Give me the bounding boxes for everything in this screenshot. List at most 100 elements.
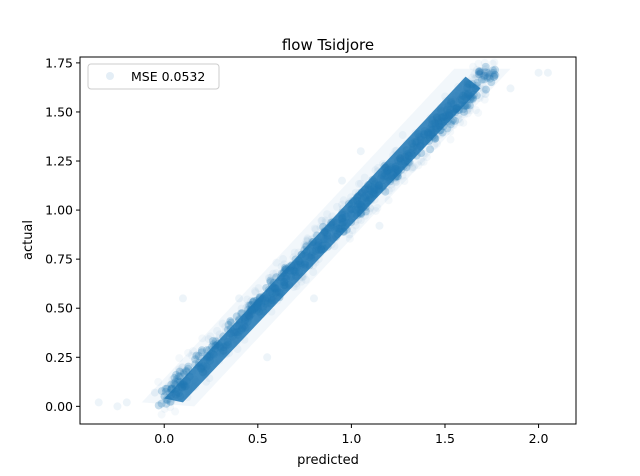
scatter-point	[168, 384, 177, 393]
scatter-point	[465, 99, 474, 108]
scatter-point	[344, 200, 353, 209]
scatter-point	[458, 101, 467, 110]
scatter-point	[205, 374, 214, 383]
scatter-point	[480, 95, 489, 104]
scatter-point	[175, 377, 184, 386]
scatter-point	[237, 326, 246, 335]
scatter-point	[488, 66, 497, 75]
scatter-point	[445, 109, 454, 118]
scatter-point	[459, 105, 468, 114]
scatter-point	[463, 80, 472, 89]
scatter-point	[366, 196, 375, 205]
scatter-point	[238, 324, 247, 333]
scatter-point	[291, 274, 300, 283]
scatter-point	[265, 288, 274, 297]
scatter-point	[216, 343, 225, 352]
scatter-point	[362, 198, 371, 207]
scatter-point	[232, 337, 241, 346]
scatter-point	[226, 317, 235, 326]
scatter-point	[351, 221, 360, 230]
scatter-point	[247, 305, 256, 314]
scatter-point	[233, 330, 242, 339]
scatter-point	[400, 152, 409, 161]
scatter-point	[237, 309, 246, 318]
scatter-point	[259, 307, 268, 316]
scatter-point	[338, 221, 347, 230]
scatter-point	[324, 224, 333, 233]
scatter-point	[314, 238, 323, 247]
scatter-point	[463, 101, 472, 110]
scatter-point	[476, 67, 485, 76]
scatter-point	[161, 387, 170, 396]
scatter-point	[347, 199, 356, 208]
scatter-point	[235, 294, 244, 303]
scatter-point	[430, 133, 439, 142]
scatter-point	[456, 118, 465, 127]
scatter-point	[209, 340, 218, 349]
scatter-point	[485, 70, 494, 79]
y-tick-label: 0.25	[45, 350, 73, 365]
scatter-point	[459, 118, 468, 127]
scatter-point	[473, 78, 482, 87]
scatter-point	[272, 258, 281, 267]
scatter-point	[356, 147, 365, 156]
scatter-point	[463, 95, 472, 104]
scatter-point	[236, 333, 245, 342]
scatter-point	[178, 380, 187, 389]
scatter-point	[384, 186, 393, 195]
scatter-point	[356, 208, 365, 217]
scatter-point	[432, 113, 441, 122]
scatter-point	[216, 347, 225, 356]
scatter-point	[459, 107, 468, 116]
scatter-point	[487, 68, 496, 77]
scatter-point	[429, 119, 438, 128]
scatter-point	[191, 360, 200, 369]
scatter-point	[240, 335, 249, 344]
scatter-point	[213, 339, 222, 348]
scatter-point	[289, 282, 298, 291]
y-tick-label: 1.50	[45, 104, 73, 119]
scatter-point	[351, 188, 360, 197]
scatter-point	[199, 362, 208, 371]
scatter-point	[384, 196, 393, 205]
scatter-point	[534, 68, 543, 77]
scatter-point	[433, 114, 442, 123]
scatter-point	[464, 104, 473, 113]
scatter-point	[393, 166, 402, 175]
scatter-point	[382, 176, 391, 185]
scatter-point	[408, 145, 417, 154]
scatter-point	[174, 372, 183, 381]
scatter-point	[434, 118, 443, 127]
scatter-point	[277, 277, 286, 286]
scatter-point	[387, 172, 396, 181]
scatter-point	[459, 92, 468, 101]
scatter-point	[292, 263, 301, 272]
scatter-point	[475, 94, 484, 103]
scatter-point	[362, 204, 371, 213]
scatter-point	[318, 242, 327, 251]
scatter-point	[328, 216, 337, 225]
scatter-point	[301, 251, 310, 260]
scatter-point	[441, 92, 450, 101]
scatter-point	[381, 163, 390, 172]
scatter-point	[210, 341, 219, 350]
scatter-point	[428, 131, 437, 140]
scatter-point	[386, 177, 395, 186]
scatter-point	[176, 392, 185, 401]
scatter-point	[404, 152, 413, 161]
scatter-point	[189, 383, 198, 392]
scatter-point	[221, 322, 230, 331]
scatter-point	[477, 75, 486, 84]
scatter-point	[323, 210, 332, 219]
scatter-point	[243, 295, 252, 304]
scatter-point	[340, 223, 349, 232]
scatter-point	[443, 124, 452, 133]
scatter-point	[370, 195, 379, 204]
scatter-point	[426, 145, 435, 154]
scatter-point	[400, 177, 409, 186]
scatter-point	[290, 268, 299, 277]
scatter-point	[387, 180, 396, 189]
scatter-point	[420, 127, 429, 136]
x-tick-label: 0.5	[248, 431, 268, 446]
scatter-point	[449, 121, 458, 130]
